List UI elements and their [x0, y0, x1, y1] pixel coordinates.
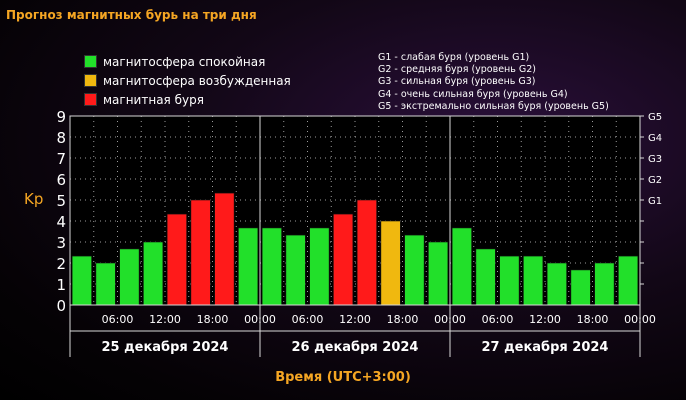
- x-tick-label: 00:00: [434, 313, 466, 326]
- kp-bar: [428, 241, 449, 306]
- day-label: 26 декабря 2024: [292, 340, 419, 355]
- legend-label-active: магнитосфера возбужденная: [103, 73, 291, 88]
- kp-bar: [523, 255, 544, 306]
- kp-bar: [190, 199, 211, 306]
- g-level-legend: G1 - слабая буря (уровень G1) G2 - средн…: [378, 52, 609, 113]
- x-tick-label: 00:00: [244, 313, 276, 326]
- g-level-label: G5: [648, 112, 662, 123]
- kp-bar: [119, 248, 140, 306]
- g-level-label: G4: [648, 133, 662, 144]
- g-level-label: G1: [648, 196, 662, 207]
- legend-swatch-quiet: [84, 55, 97, 68]
- legend-item-storm: магнитная буря: [84, 90, 291, 109]
- kp-bar: [333, 213, 354, 306]
- legend-label-storm: магнитная буря: [103, 92, 204, 107]
- x-tick-label: 06:00: [292, 313, 324, 326]
- y-tick-label: 4: [56, 213, 66, 231]
- x-tick-label: 18:00: [197, 313, 229, 326]
- y-tick-label: 7: [56, 150, 66, 168]
- legend-item-quiet: магнитосфера спокойная: [84, 52, 291, 71]
- y-tick-label: 0: [56, 297, 66, 315]
- x-tick-label: 06:00: [482, 313, 514, 326]
- kp-bar: [309, 227, 330, 306]
- x-tick-label: 12:00: [149, 313, 181, 326]
- g-legend-item-g2: G2 - средняя буря (уровень G2): [378, 64, 537, 76]
- kp-bar: [546, 262, 567, 306]
- kp-bar: [71, 255, 92, 306]
- kp-bar: [285, 234, 306, 306]
- day-label: 25 декабря 2024: [102, 340, 229, 355]
- g-legend-item-g5: G5 - экстремально сильная буря (уровень …: [378, 100, 609, 112]
- day-label: 27 декабря 2024: [482, 340, 609, 355]
- plot-frame: [69, 115, 641, 306]
- x-tick-label: 06:00: [102, 313, 134, 326]
- legend-item-active: магнитосфера возбужденная: [84, 71, 291, 90]
- g-level-label: G3: [648, 154, 662, 165]
- kp-bar: [451, 227, 472, 306]
- kp-bar: [166, 213, 187, 306]
- page-title: Прогноз магнитных бурь на три дня: [6, 8, 257, 22]
- kp-bar: [594, 262, 615, 306]
- y-tick-label: 6: [56, 171, 66, 189]
- plot-area: [70, 116, 640, 305]
- legend-swatch-storm: [84, 93, 97, 106]
- x-tick-label: 12:00: [339, 313, 371, 326]
- status-legend: магнитосфера спокойная магнитосфера возб…: [84, 52, 291, 109]
- x-axis-title: Время (UTC+3:00): [275, 370, 411, 385]
- y-axis-label: Kp: [24, 190, 43, 208]
- legend-swatch-active: [84, 74, 97, 87]
- y-tick-label: 9: [56, 108, 66, 126]
- kp-bar: [356, 199, 377, 306]
- y-tick-label: 3: [56, 234, 66, 252]
- x-tick-label: 18:00: [577, 313, 609, 326]
- kp-bar: [499, 255, 520, 306]
- y-tick-label: 2: [56, 255, 66, 273]
- kp-bar: [95, 262, 116, 306]
- kp-bar: [618, 255, 639, 306]
- legend-label-quiet: магнитосфера спокойная: [103, 54, 266, 69]
- g-legend-item-g4: G4 - очень сильная буря (уровень G4): [378, 88, 568, 100]
- kp-bar: [570, 269, 591, 306]
- kp-bar: [404, 234, 425, 306]
- kp-bar: [214, 192, 235, 306]
- y-tick-label: 8: [56, 129, 66, 147]
- kp-bar: [475, 248, 496, 306]
- kp-bar: [143, 241, 164, 306]
- kp-bar: [238, 227, 259, 306]
- kp-bar: [261, 227, 282, 306]
- kp-bar: [380, 220, 401, 306]
- y-tick-label: 5: [56, 192, 66, 210]
- x-tick-label: 18:00: [387, 313, 419, 326]
- g-legend-item-g1: G1 - слабая буря (уровень G1): [378, 52, 530, 63]
- y-tick-label: 1: [56, 276, 66, 294]
- g-legend-item-g3: G3 - сильная буря (уровень G3): [378, 76, 536, 88]
- x-tick-label: 00:00: [624, 313, 656, 326]
- g-level-label: G2: [648, 175, 662, 186]
- x-tick-label: 12:00: [529, 313, 561, 326]
